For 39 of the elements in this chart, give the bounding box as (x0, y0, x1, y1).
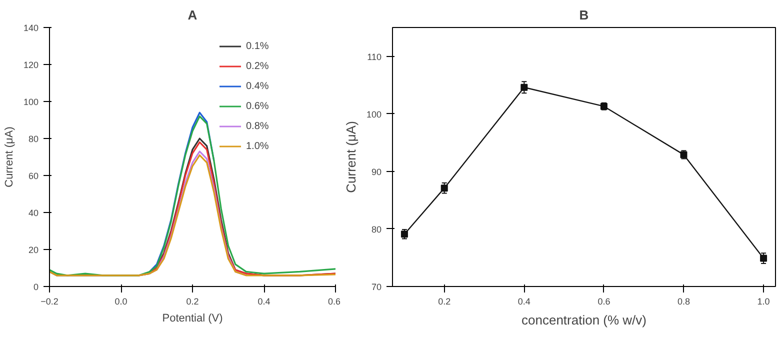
x-tick-label: 0.4 (258, 296, 270, 306)
legend-label: 0.8% (246, 120, 269, 132)
y-tick-label: 0 (33, 282, 39, 292)
y-axis-title: Current (μA) (343, 121, 358, 193)
x-tick-label: 0.8 (677, 296, 690, 306)
x-axis-title: Potential (V) (162, 312, 223, 324)
legend-label: 0.2% (246, 60, 269, 72)
x-tick-label: 0.0 (114, 296, 128, 306)
legend-label: 1.0% (246, 140, 269, 152)
x-tick-label: 0.6 (598, 296, 610, 306)
x-tick-label: 1.0 (757, 296, 770, 306)
y-axis-title: Current (μA) (3, 126, 16, 188)
legend-label: 0.6% (246, 100, 269, 112)
point (440, 184, 448, 192)
y-tick-label: 110 (367, 52, 382, 62)
point (520, 84, 528, 91)
y-tick-label: 80 (28, 134, 39, 144)
x-tick-label: 0.2 (438, 296, 451, 306)
y-tick-label: 100 (23, 97, 39, 107)
x-tick-label: 0.2 (186, 296, 199, 306)
legend-label: 0.1% (246, 40, 269, 52)
y-tick-label: 20 (28, 245, 39, 255)
y-tick-label: 80 (371, 224, 382, 234)
point (760, 254, 768, 262)
y-tick-label: 90 (371, 166, 382, 177)
y-tick-label: 100 (366, 109, 382, 120)
y-tick-label: 120 (23, 60, 39, 70)
chart-title: A (188, 8, 198, 22)
x-tick-label: 0.6 (328, 296, 341, 306)
y-tick-label: 40 (28, 208, 39, 218)
y-tick-label: 70 (371, 282, 382, 292)
legend-label: 0.4% (246, 80, 269, 92)
chart-title: B (579, 8, 589, 22)
x-axis-title: concentration (% w/v) (522, 312, 647, 328)
x-tick-label: 0.4 (518, 296, 530, 306)
line-series (148, 112, 215, 272)
y-tick-label: 140 (23, 23, 39, 33)
y-tick-label: 60 (28, 171, 39, 181)
x-tick-label: −0.2 (40, 296, 58, 306)
